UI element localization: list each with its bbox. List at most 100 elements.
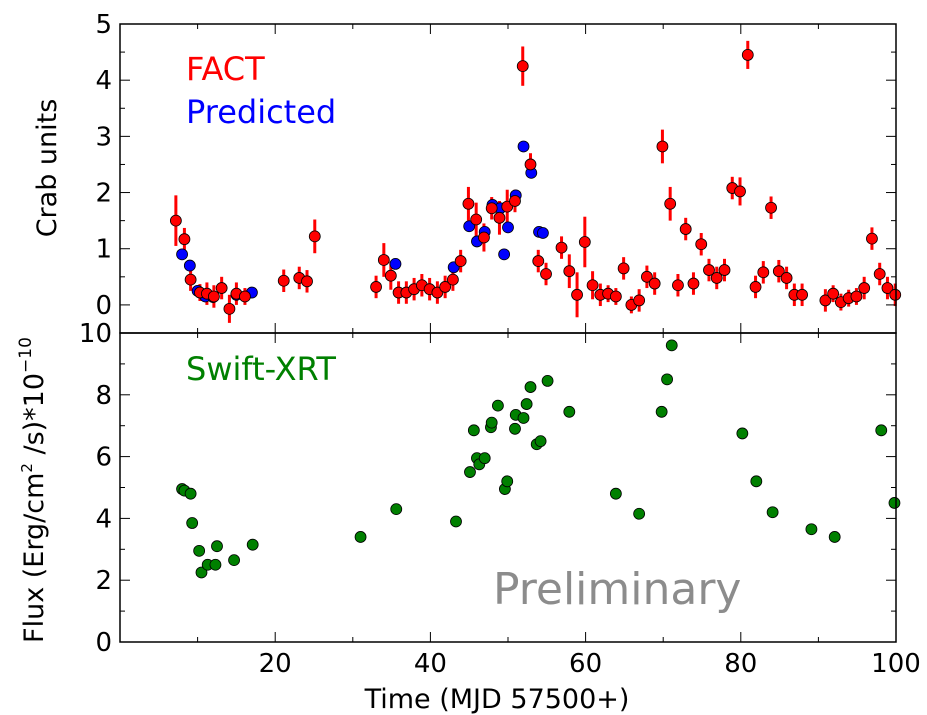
fact-point (516, 60, 529, 73)
bottom-y-tick-label: 6 (95, 443, 112, 473)
top-y-tick-label: 1 (95, 235, 112, 265)
swift-point (390, 503, 403, 516)
bottom-y-tick-label: 2 (95, 566, 112, 596)
fact-point (881, 282, 894, 294)
fact-point (493, 211, 506, 224)
swift-point (195, 566, 208, 579)
fact-point (277, 274, 290, 287)
top-y-tick-label: 0 (95, 291, 112, 321)
bottom-y-tick-label: 0 (95, 628, 112, 658)
swift-point (492, 399, 504, 412)
fact-point (384, 269, 397, 282)
fact-point (889, 288, 902, 301)
fact-point (524, 158, 537, 171)
swift-point (633, 507, 646, 520)
fact-point (710, 272, 723, 284)
predicted-point (183, 259, 196, 272)
fact-point (687, 277, 700, 290)
predicted-point (537, 227, 549, 239)
bottom-y-tick-label: 8 (95, 381, 112, 411)
fact-point (301, 275, 313, 288)
fact-point (648, 277, 661, 290)
swift-point (609, 487, 622, 500)
fact-point (749, 281, 762, 293)
fact-point (679, 223, 692, 235)
bottom-y-tick-label: 4 (95, 504, 112, 534)
fact-point (672, 279, 684, 292)
fact-point (470, 213, 483, 226)
legend-predicted-label: Predicted (186, 93, 336, 131)
bottom-ylabel-sup: 2 (18, 463, 36, 473)
fact-point (819, 294, 832, 307)
fact-point (454, 255, 467, 267)
fact-point (184, 273, 197, 286)
watermark-preliminary: Preliminary (493, 564, 741, 615)
predicted-point (498, 248, 511, 261)
bottom-axis-ticks: 20 40 60 80 100 0 2 4 6 8 10 (79, 319, 921, 679)
fact-point (462, 197, 475, 210)
top-y-axis-title: Crab units (32, 99, 63, 238)
predicted-point (517, 140, 530, 153)
swift-point (828, 531, 841, 543)
x-tick-label: 40 (414, 649, 447, 679)
legend-fact-label: FACT (186, 50, 265, 88)
top-y-tick-label: 3 (95, 122, 112, 152)
swift-point (766, 506, 779, 519)
fact-point (377, 254, 390, 266)
x-tick-label: 100 (871, 649, 921, 679)
fact-point (532, 255, 545, 267)
fact-point (695, 238, 708, 251)
fact-point (540, 268, 552, 280)
top-y-tick-label: 2 (95, 179, 112, 209)
bottom-panel: Preliminary 20 40 60 80 100 0 2 4 6 8 10 Swift-XRT… (16, 319, 921, 715)
fact-point (866, 232, 878, 245)
swift-point (750, 475, 763, 488)
legend-swift-label: Swift-XRT (186, 350, 336, 388)
swift-point (354, 531, 367, 543)
x-axis-title: Time (MJD 57500+) (364, 684, 630, 715)
swift-point (736, 427, 749, 440)
swift-point (541, 374, 554, 387)
bottom-ylabel-exp: −10 (16, 337, 36, 373)
swift-point (478, 452, 491, 465)
fact-point (509, 195, 521, 207)
fact-point (765, 201, 777, 214)
bottom-data-points (176, 339, 901, 579)
top-y-tick-label: 4 (95, 66, 112, 96)
fact-point (563, 265, 576, 278)
fact-point (633, 294, 646, 307)
fact-point (741, 49, 754, 61)
fact-point (796, 288, 809, 301)
bottom-ylabel-mid: /s)*10 (19, 373, 50, 463)
swift-point (875, 424, 888, 437)
top-panel: 0 1 2 3 4 5 FACT Predicted Crab units (32, 10, 902, 334)
fact-point (223, 302, 236, 315)
fact-point (850, 290, 863, 303)
fact-point (370, 281, 382, 293)
swift-point (501, 475, 514, 488)
top-axis-ticks: 0 1 2 3 4 5 (95, 10, 897, 333)
fact-point (207, 290, 220, 303)
swift-point (517, 412, 530, 424)
swift-point (450, 515, 462, 528)
fact-point (772, 265, 785, 278)
fact-point (609, 290, 622, 303)
predicted-point (389, 257, 402, 270)
fact-point (703, 264, 715, 276)
top-y-tick-label: 5 (95, 10, 112, 40)
fact-point (827, 287, 840, 300)
fact-point (239, 290, 251, 303)
swift-point (464, 466, 476, 478)
fact-point (617, 262, 630, 275)
fact-point (215, 282, 228, 294)
bottom-y-tick-label: 10 (79, 319, 112, 349)
swift-point (805, 523, 818, 536)
fact-point (555, 241, 568, 254)
fact-point (447, 273, 459, 286)
predicted-point (502, 221, 514, 234)
x-tick-label: 60 (569, 649, 602, 679)
swift-point (534, 435, 547, 448)
fact-point (757, 266, 770, 279)
fact-point (578, 236, 591, 248)
